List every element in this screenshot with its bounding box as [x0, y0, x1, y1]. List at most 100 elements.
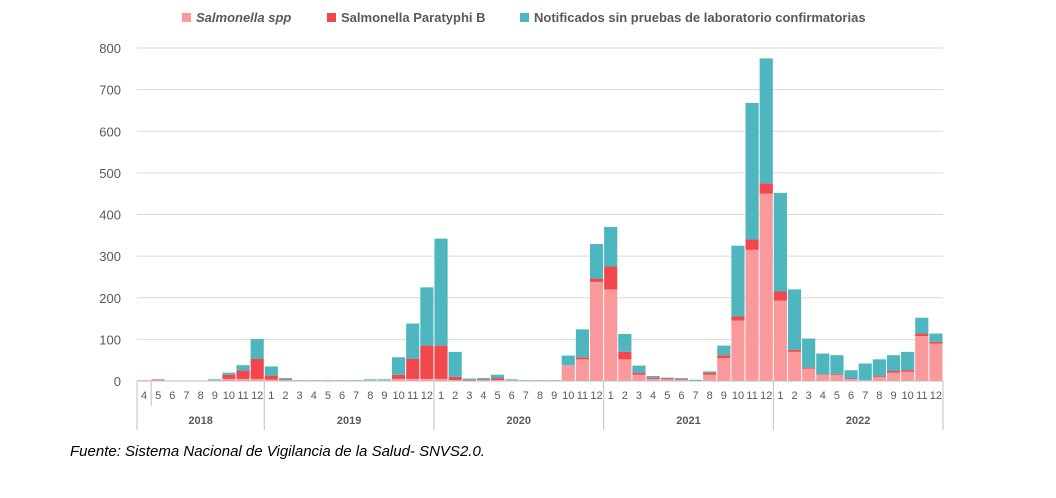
- bar-sin-pruebas: [505, 379, 519, 381]
- bar-paratyphi-b: [434, 345, 448, 379]
- bar-paratyphi-b: [462, 379, 476, 381]
- bar-paratyphi-b: [420, 345, 434, 379]
- x-tick-label: 8: [707, 390, 713, 402]
- bar-paratyphi-b: [222, 374, 236, 379]
- bar-salmonella-spp: [264, 379, 278, 381]
- bar-sin-pruebas: [872, 359, 886, 377]
- bar-sin-pruebas: [646, 376, 660, 378]
- bar-salmonella-spp: [618, 359, 632, 381]
- bar-sin-pruebas: [589, 244, 604, 279]
- x-tick-label: 5: [495, 390, 501, 402]
- bar-sin-pruebas: [236, 365, 250, 371]
- bar-salmonella-spp: [703, 374, 717, 381]
- bar-sin-pruebas: [802, 338, 816, 368]
- bar-paratyphi-b: [915, 333, 929, 337]
- bar-sin-pruebas: [844, 370, 858, 379]
- bar-sin-pruebas: [858, 363, 872, 381]
- x-tick-label: 9: [381, 390, 387, 402]
- bar-salmonella-spp: [929, 343, 943, 381]
- bar-salmonella-spp: [787, 351, 802, 381]
- x-tick-label: 12: [590, 390, 602, 402]
- bar-salmonella-spp: [717, 358, 731, 381]
- bar-sin-pruebas: [434, 238, 448, 346]
- bar-sin-pruebas: [759, 58, 773, 184]
- bar-sin-pruebas: [561, 355, 575, 366]
- x-tick-label: 8: [367, 390, 373, 402]
- x-tick-label: 3: [806, 390, 812, 402]
- x-tick-label: 12: [421, 390, 433, 402]
- bar-sin-pruebas: [278, 378, 293, 380]
- x-tick-label: 11: [746, 390, 757, 402]
- bar-salmonella-spp: [575, 359, 589, 381]
- bar-salmonella-spp: [561, 365, 575, 381]
- legend-label: Salmonella spp: [196, 10, 291, 25]
- bar-sin-pruebas: [773, 192, 787, 292]
- x-tick-label: 2: [282, 390, 288, 402]
- bar-salmonella-spp: [434, 378, 448, 381]
- bar-salmonella-spp: [250, 378, 264, 381]
- bar-paratyphi-b: [392, 374, 406, 379]
- x-tick-label: 1: [438, 390, 444, 402]
- bar-salmonella-spp: [604, 289, 618, 381]
- x-tick-label: 5: [325, 390, 331, 402]
- bar-salmonella-spp: [151, 379, 165, 381]
- x-tick-label: 11: [407, 390, 418, 402]
- bar-salmonella-spp: [646, 378, 660, 381]
- bar-sin-pruebas: [222, 372, 236, 375]
- bar-paratyphi-b: [236, 370, 250, 379]
- bar-sin-pruebas: [717, 345, 731, 356]
- bar-paratyphi-b: [731, 316, 745, 321]
- bar-paratyphi-b: [787, 349, 802, 352]
- y-tick-label: 700: [99, 83, 121, 98]
- bar-sin-pruebas: [632, 365, 646, 373]
- bar-sin-pruebas: [448, 351, 462, 377]
- x-tick-label: 2: [622, 390, 628, 402]
- x-tick-label: 9: [551, 390, 557, 402]
- x-tick-label: 6: [848, 390, 854, 402]
- bar-salmonella-spp: [759, 193, 773, 381]
- bar-paratyphi-b: [575, 357, 589, 360]
- bar-paratyphi-b: [660, 378, 674, 380]
- bar-sin-pruebas: [307, 380, 321, 381]
- bar-salmonella-spp: [392, 378, 406, 381]
- bar-salmonella-spp: [872, 376, 886, 381]
- bar-sin-pruebas: [349, 380, 363, 381]
- x-tick-label: 11: [577, 390, 588, 402]
- bar-sin-pruebas: [377, 379, 392, 381]
- bar-paratyphi-b: [759, 183, 773, 194]
- chart-area: 0 100 200 300 400 500 600 700 800 4 5 6 7 8 9 10 11 12 1 2 3…: [99, 10, 944, 430]
- bar-sin-pruebas: [519, 380, 533, 381]
- y-tick-label: 300: [99, 249, 121, 264]
- bar-sin-pruebas: [731, 245, 745, 317]
- bar-paratyphi-b: [674, 378, 688, 380]
- bar-sin-pruebas: [604, 226, 618, 267]
- x-tick-label: 10: [392, 390, 404, 402]
- bar-paratyphi-b: [717, 355, 731, 359]
- x-tick-label: 9: [721, 390, 727, 402]
- bar-salmonella-spp: [731, 320, 745, 381]
- bar-salmonella-spp: [773, 300, 787, 381]
- bar-salmonella-spp: [830, 374, 844, 381]
- x-tick-label: 1: [268, 390, 274, 402]
- x-tick-label: 8: [876, 390, 882, 402]
- bar-paratyphi-b: [618, 351, 632, 360]
- bar-sin-pruebas: [462, 378, 476, 380]
- y-tick-label: 400: [99, 208, 121, 223]
- bar-salmonella-spp: [589, 281, 604, 381]
- bar-paratyphi-b: [802, 367, 816, 369]
- x-tick-label: 4: [480, 390, 486, 402]
- x-tick-label: 11: [916, 390, 927, 402]
- bar-sin-pruebas: [660, 377, 674, 379]
- bar-paratyphi-b: [250, 358, 264, 379]
- bar-sin-pruebas: [293, 380, 307, 381]
- x-tick-label: 6: [339, 390, 345, 402]
- bar-sin-pruebas: [476, 378, 491, 380]
- bar-sin-pruebas: [816, 353, 830, 375]
- bar-salmonella-spp: [886, 372, 901, 381]
- bar-sin-pruebas: [392, 357, 406, 375]
- bar-paratyphi-b: [901, 370, 915, 372]
- x-tick-label: 11: [237, 390, 248, 402]
- bar-paratyphi-b: [151, 379, 165, 380]
- legend-swatch: [520, 13, 529, 22]
